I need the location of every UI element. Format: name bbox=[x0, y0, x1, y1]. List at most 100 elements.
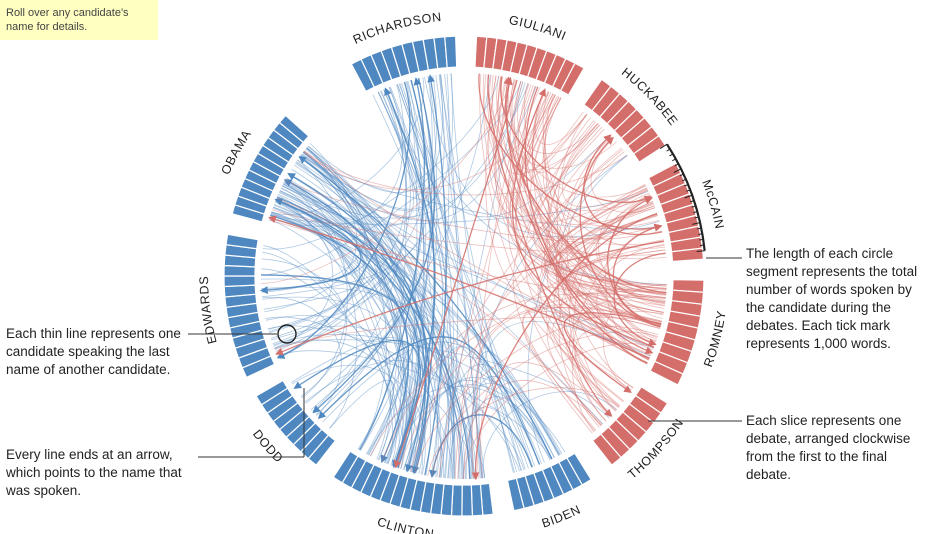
mention-line bbox=[260, 274, 420, 468]
mccain-word-ticks bbox=[659, 143, 706, 253]
mention-line bbox=[509, 89, 666, 298]
mention-line bbox=[272, 207, 413, 471]
mention-line bbox=[359, 77, 425, 451]
tick-mark bbox=[697, 227, 702, 230]
candidate-ring bbox=[223, 35, 705, 517]
mention-line bbox=[556, 202, 662, 325]
mention-line bbox=[271, 77, 425, 215]
mention-line bbox=[268, 219, 665, 307]
mention-line bbox=[454, 214, 658, 479]
mention-line bbox=[282, 82, 526, 219]
tick-mark bbox=[684, 184, 689, 187]
mention-line bbox=[267, 325, 525, 471]
mention-line bbox=[514, 96, 650, 360]
tick-mark bbox=[693, 211, 698, 214]
mention-line bbox=[304, 150, 628, 196]
mention-line bbox=[261, 258, 347, 398]
tick-mark bbox=[694, 216, 699, 219]
candidate-name-giuliani[interactable]: GIULIANI bbox=[508, 13, 569, 43]
debate-slice-obama bbox=[278, 114, 310, 144]
tick-mark bbox=[686, 189, 691, 192]
debate-slice-edwards bbox=[223, 275, 256, 288]
note-slice: Each slice represents one debate, arrang… bbox=[746, 413, 911, 482]
mention-line bbox=[275, 200, 486, 478]
mention-line bbox=[598, 184, 665, 306]
mention-line bbox=[541, 188, 661, 327]
mention-line bbox=[556, 249, 667, 295]
mention-line bbox=[552, 313, 661, 408]
mention-line bbox=[579, 136, 661, 328]
mention-line bbox=[305, 148, 466, 479]
mention-line bbox=[271, 211, 403, 410]
mention-line bbox=[300, 91, 420, 219]
candidate-name-mccain[interactable]: McCAIN bbox=[699, 178, 726, 231]
mention-line bbox=[533, 126, 667, 286]
mention-line bbox=[465, 396, 553, 479]
mention-lines bbox=[259, 73, 667, 481]
mention-line bbox=[563, 312, 662, 393]
mention-line bbox=[436, 363, 555, 478]
mention-line bbox=[280, 187, 358, 429]
mention-line bbox=[572, 194, 651, 422]
mention-line bbox=[372, 94, 526, 470]
mention-line bbox=[396, 345, 522, 471]
mention-line bbox=[263, 151, 394, 310]
mention-line bbox=[590, 138, 656, 213]
debate-slice-edwards bbox=[225, 233, 259, 250]
mention-line bbox=[268, 219, 520, 472]
mention-line bbox=[431, 331, 658, 477]
mention-line bbox=[546, 122, 650, 359]
mention-line bbox=[270, 159, 398, 339]
mention-line bbox=[483, 74, 663, 240]
mention-line bbox=[515, 93, 667, 295]
mention-line bbox=[565, 213, 663, 322]
mention-line bbox=[293, 339, 421, 469]
mention-line bbox=[285, 178, 405, 462]
mention-line bbox=[546, 288, 667, 426]
mention-line bbox=[607, 196, 661, 327]
mention-line bbox=[286, 177, 409, 463]
tick-mark bbox=[666, 148, 671, 152]
mention-line bbox=[550, 207, 666, 303]
mention-line bbox=[376, 84, 407, 460]
mention-line bbox=[268, 90, 407, 333]
mention-line bbox=[303, 151, 652, 356]
mention-line bbox=[282, 183, 427, 475]
mention-line bbox=[558, 201, 654, 428]
mention-line bbox=[275, 198, 455, 479]
candidate-name-edwards[interactable]: EDWARDS bbox=[197, 276, 220, 346]
mention-line bbox=[293, 164, 430, 471]
mention-line bbox=[262, 75, 500, 250]
tick-mark bbox=[659, 143, 668, 149]
debate-slice-richardson bbox=[444, 35, 458, 69]
mention-line bbox=[384, 87, 436, 467]
mention-line bbox=[475, 351, 560, 479]
candidate-name-biden[interactable]: BIDEN bbox=[540, 502, 583, 530]
mention-line bbox=[261, 191, 368, 291]
debate-slice-clinton bbox=[332, 450, 359, 484]
mention-line bbox=[329, 380, 394, 456]
mention-line bbox=[523, 83, 658, 339]
candidate-name-romney[interactable]: ROMNEY bbox=[701, 309, 728, 368]
mention-line bbox=[523, 96, 588, 181]
mention-line bbox=[556, 114, 634, 389]
note-thin-line: Each thin line represents one candidate … bbox=[6, 326, 181, 377]
mention-line bbox=[369, 290, 667, 457]
mention-line bbox=[463, 343, 654, 480]
mention-line bbox=[440, 74, 482, 479]
mention-line bbox=[596, 243, 665, 365]
mention-line bbox=[281, 185, 475, 479]
mention-line bbox=[487, 74, 656, 344]
candidate-name-clinton[interactable]: CLINTON bbox=[375, 515, 435, 534]
mention-line bbox=[547, 117, 664, 314]
candidate-name-dodd[interactable]: DODD bbox=[250, 427, 286, 465]
mention-line bbox=[509, 81, 667, 260]
mention-line bbox=[273, 181, 364, 347]
mention-line bbox=[524, 86, 654, 354]
mention-line bbox=[423, 76, 660, 238]
mention-line bbox=[261, 278, 418, 463]
mention-line bbox=[542, 91, 657, 343]
mention-line bbox=[272, 209, 666, 256]
mention-line bbox=[299, 157, 449, 479]
mention-line bbox=[265, 316, 476, 479]
